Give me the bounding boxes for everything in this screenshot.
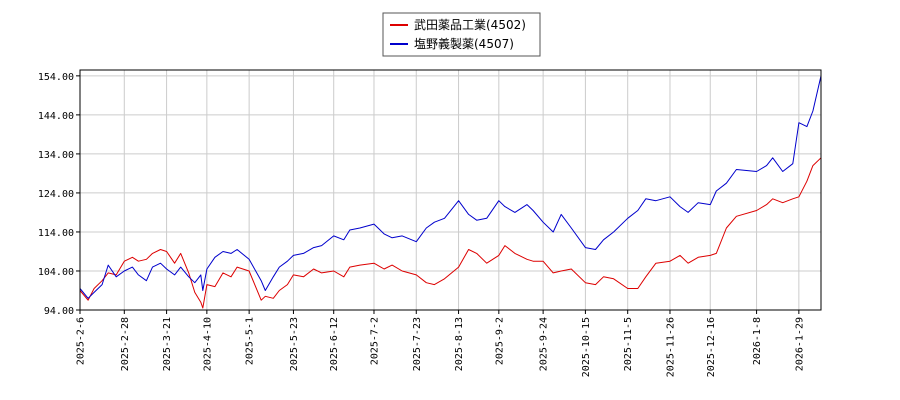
y-tick-label: 114.00 xyxy=(38,228,74,239)
x-tick-label: 2025-9-24 xyxy=(539,317,550,371)
x-tick-label: 2025-9-2 xyxy=(494,317,505,365)
x-tick-label: 2025-5-1 xyxy=(245,317,256,365)
x-tick-label: 2025-7-23 xyxy=(412,317,423,371)
series-lines xyxy=(79,75,822,309)
x-tick-label: 2025-2-28 xyxy=(120,317,131,371)
x-tick-label: 2026-1-8 xyxy=(752,317,763,365)
legend-label-1: 塩野義製薬(4507) xyxy=(414,36,514,51)
x-tick-label: 2025-6-12 xyxy=(329,317,340,371)
legend: 武田薬品工業(4502) 塩野義製薬(4507) xyxy=(382,12,541,57)
x-tick-label: 2025-4-10 xyxy=(202,317,213,371)
series-line-0 xyxy=(79,157,822,309)
x-tick-label: 2025-7-2 xyxy=(369,317,380,365)
y-tick-label: 134.00 xyxy=(38,150,74,161)
x-axis: 2025-2-6 2025-2-28 2025-3-21 2025-4-10 2025-… xyxy=(76,310,805,377)
x-tick-label: 2025-3-21 xyxy=(162,317,173,371)
y-tick-label: 124.00 xyxy=(38,189,74,200)
plot-frame xyxy=(79,69,822,311)
y-tick-label: 154.00 xyxy=(38,72,74,83)
series-line-1 xyxy=(79,75,822,299)
y-tick-label: 104.00 xyxy=(38,267,74,278)
legend-box xyxy=(382,12,541,57)
legend-label-0: 武田薬品工業(4502) xyxy=(414,18,526,32)
x-tick-label: 2025-11-5 xyxy=(623,317,634,371)
x-tick-label: 2026-1-29 xyxy=(794,317,805,371)
x-tick-label: 2025-8-13 xyxy=(454,317,465,371)
y-tick-label: 144.00 xyxy=(38,111,74,122)
y-tick-label: 94.00 xyxy=(44,306,74,317)
x-tick-label: 2025-11-26 xyxy=(665,317,676,377)
x-tick-label: 2025-10-15 xyxy=(581,317,592,377)
y-axis: 94.00 104.00 114.00 124.00 134.00 144.00 154.0… xyxy=(38,72,80,317)
x-tick-label: 2025-12-16 xyxy=(706,317,717,377)
grid-lines xyxy=(79,70,821,311)
x-tick-label: 2025-2-6 xyxy=(76,317,87,365)
x-tick-label: 2025-5-23 xyxy=(289,317,300,371)
